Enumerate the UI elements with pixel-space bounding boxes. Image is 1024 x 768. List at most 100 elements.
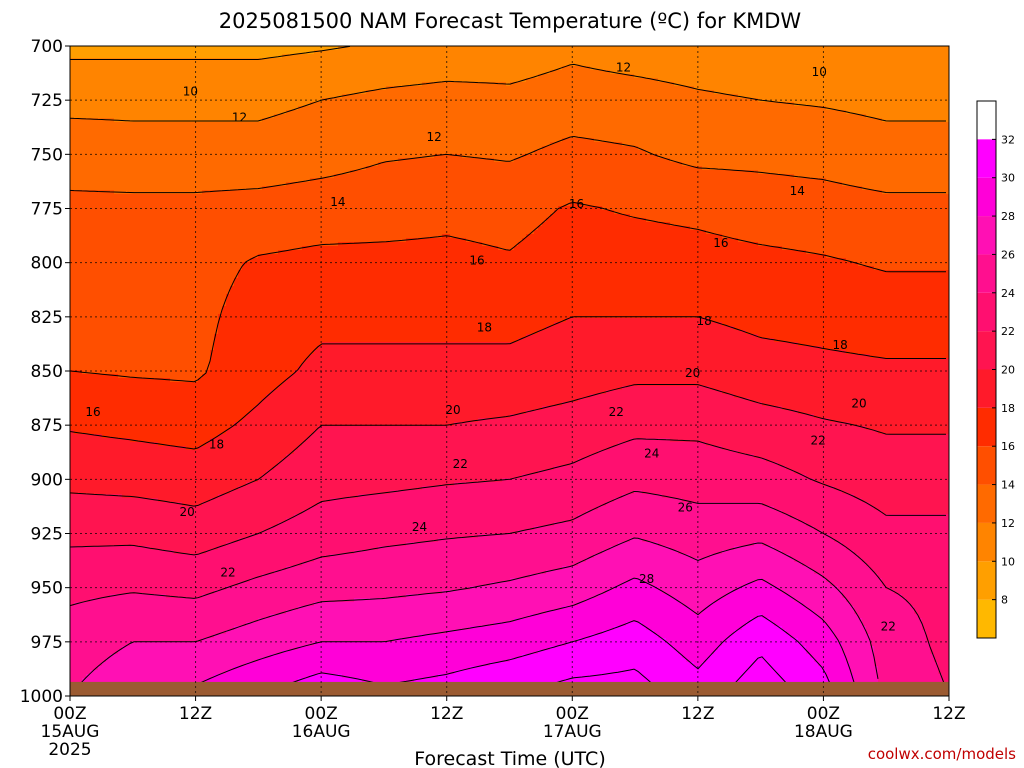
field-cell (934, 118, 939, 123)
field-cell (646, 50, 651, 55)
field-cell (862, 110, 867, 115)
field-cell (534, 102, 539, 107)
field-cell (274, 102, 279, 107)
field-cell (394, 134, 399, 139)
field-cell (598, 82, 603, 87)
field-cell (322, 78, 327, 83)
field-cell (822, 46, 827, 51)
field-cell (862, 46, 867, 51)
field-cell (538, 118, 543, 123)
field-cell (146, 70, 151, 75)
field-cell (774, 50, 779, 55)
field-cell (550, 66, 555, 71)
field-cell (898, 114, 903, 119)
field-cell (830, 82, 835, 87)
field-cell (482, 54, 487, 59)
field-cell (498, 90, 503, 95)
field-cell (690, 74, 695, 79)
plot-area (70, 46, 951, 699)
field-cell (478, 66, 483, 71)
field-cell (522, 46, 527, 51)
field-cell (874, 122, 879, 127)
field-cell (266, 130, 271, 135)
field-cell (154, 50, 159, 55)
field-cell (450, 118, 455, 123)
field-cell (186, 62, 191, 67)
field-cell (402, 62, 407, 67)
field-cell (302, 58, 307, 63)
field-cell (382, 74, 387, 79)
field-cell (118, 54, 123, 59)
field-cell (710, 70, 715, 75)
field-cell (810, 110, 815, 115)
field-cell (298, 70, 303, 75)
field-cell (374, 54, 379, 59)
field-cell (206, 94, 211, 99)
field-cell (330, 90, 335, 95)
field-cell (662, 74, 667, 79)
field-cell (702, 126, 707, 131)
field-cell (630, 54, 635, 59)
field-cell (218, 90, 223, 95)
field-cell (590, 78, 595, 83)
field-cell (98, 62, 103, 67)
field-cell (86, 54, 91, 59)
field-cell (454, 94, 459, 99)
field-cell (790, 58, 795, 63)
field-cell (510, 70, 515, 75)
field-cell (906, 54, 911, 59)
field-cell (762, 118, 767, 123)
field-cell (334, 126, 339, 131)
field-cell (914, 78, 919, 83)
field-cell (206, 70, 211, 75)
field-cell (398, 110, 403, 115)
field-cell (366, 126, 371, 131)
field-cell (870, 74, 875, 79)
field-cell (898, 74, 903, 79)
field-cell (418, 102, 423, 107)
field-cell (786, 122, 791, 127)
field-cell (726, 70, 731, 75)
field-cell (250, 54, 255, 59)
field-cell (238, 70, 243, 75)
field-cell (730, 86, 735, 91)
field-cell (166, 74, 171, 79)
field-cell (150, 134, 155, 139)
field-cell (306, 58, 311, 63)
field-cell (330, 134, 335, 139)
field-cell (326, 106, 331, 111)
field-cell (890, 94, 895, 99)
field-cell (938, 78, 943, 83)
field-cell (754, 94, 759, 99)
field-cell (202, 46, 207, 51)
field-cell (126, 62, 131, 67)
field-cell (302, 50, 307, 55)
field-cell (522, 110, 527, 115)
field-cell (394, 102, 399, 107)
field-cell (318, 102, 323, 107)
field-cell (318, 70, 323, 75)
field-cell (494, 106, 499, 111)
field-cell (574, 122, 579, 127)
field-cell (222, 74, 227, 79)
field-cell (386, 54, 391, 59)
field-cell (174, 134, 179, 139)
field-cell (98, 90, 103, 95)
field-cell (558, 78, 563, 83)
field-cell (162, 58, 167, 63)
field-cell (286, 90, 291, 95)
field-cell (190, 118, 195, 123)
field-cell (274, 62, 279, 67)
field-cell (430, 58, 435, 63)
field-cell (326, 82, 331, 87)
field-cell (834, 58, 839, 63)
field-cell (270, 62, 275, 67)
field-cell (582, 102, 587, 107)
field-cell (598, 134, 603, 139)
field-cell (838, 126, 843, 131)
field-cell (138, 58, 143, 63)
field-cell (574, 114, 579, 119)
field-cell (574, 106, 579, 111)
field-cell (782, 86, 787, 91)
field-cell (814, 110, 819, 115)
